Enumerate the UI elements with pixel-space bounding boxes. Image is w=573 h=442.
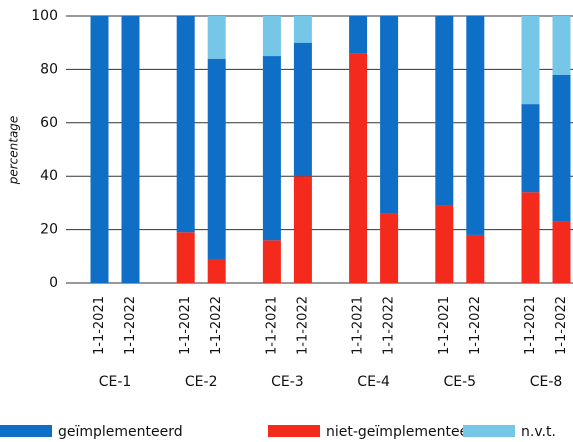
bar-segment (435, 16, 454, 206)
bar-segment (262, 240, 281, 283)
bar-segment (521, 192, 540, 283)
legend-label: niet-geïmplementeerd (326, 424, 483, 440)
x-tick-label: 1-1-2021 (178, 296, 193, 355)
legend-swatch (268, 425, 320, 437)
y-tick-label: 20 (40, 222, 58, 238)
bar-segment (380, 16, 399, 214)
bar-segment (90, 16, 109, 283)
group-label: CE-3 (271, 374, 304, 390)
x-tick-label: 1-1-2022 (209, 296, 224, 355)
bar-segment (293, 42, 312, 177)
y-tick-label: 80 (40, 61, 58, 77)
x-tick-label: 1-1-2022 (554, 296, 569, 355)
x-tick-label: 1-1-2022 (468, 296, 483, 355)
bar-segment (349, 53, 368, 283)
x-tick-label: 1-1-2021 (264, 296, 279, 355)
x-tick-label: 1-1-2022 (382, 296, 397, 355)
bar-segment (552, 221, 571, 283)
bar-segment (552, 16, 571, 75)
y-axis-label: percentage (7, 116, 21, 186)
group-label: CE-5 (444, 374, 477, 390)
bar-segment (293, 16, 312, 43)
group-label: CE-8 (530, 374, 563, 390)
legend-label: geïmplementeerd (58, 424, 183, 440)
bar-segment (121, 16, 140, 283)
bar-segment (207, 258, 226, 283)
y-tick-label: 0 (49, 275, 58, 291)
bar-segment (466, 16, 485, 235)
y-tick-label: 40 (40, 168, 58, 184)
bar-segment (349, 16, 368, 54)
bar-segment (552, 74, 571, 222)
bar-segment (176, 232, 195, 283)
bar-segment (521, 16, 540, 105)
legend-label: n.v.t. (521, 424, 556, 440)
legend-swatch (463, 425, 515, 437)
bar-segment (380, 213, 399, 283)
bar-segment (262, 16, 281, 57)
x-tick-label: 1-1-2022 (295, 296, 310, 355)
bar-segment (466, 234, 485, 283)
x-tick-label: 1-1-2022 (123, 296, 138, 355)
bar-segment (521, 104, 540, 193)
x-tick-label: 1-1-2021 (351, 296, 366, 355)
bar-segment (293, 176, 312, 283)
x-tick-label: 1-1-2021 (92, 296, 107, 355)
group-label: CE-4 (357, 374, 390, 390)
bar-segment (435, 205, 454, 283)
bar-segment (207, 16, 226, 59)
legend-swatch (0, 425, 52, 437)
x-tick-label: 1-1-2021 (523, 296, 538, 355)
y-tick-label: 60 (40, 115, 58, 131)
x-tick-label: 1-1-2021 (437, 296, 452, 355)
bar-segment (262, 56, 281, 241)
group-label: CE-2 (185, 374, 218, 390)
y-tick-label: 100 (31, 8, 58, 24)
bar-segment (176, 16, 195, 233)
group-label: CE-1 (99, 374, 132, 390)
bar-segment (207, 58, 226, 259)
